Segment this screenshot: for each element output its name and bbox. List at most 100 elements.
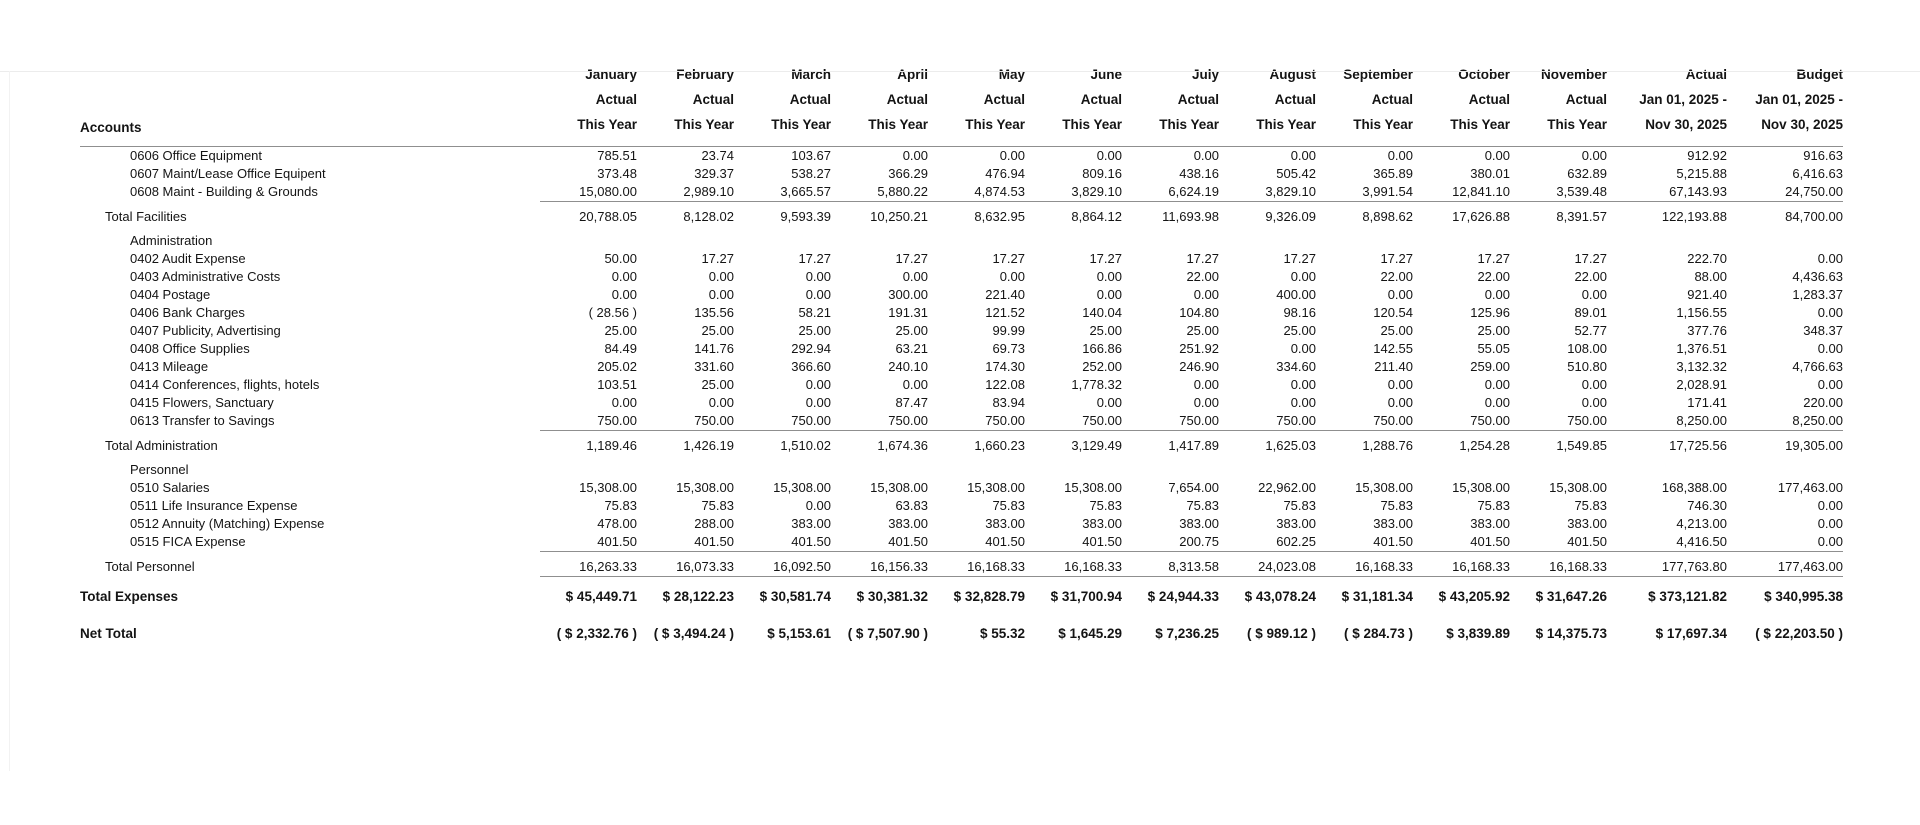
row-value: ( $ 3,494.24 ) (653, 626, 734, 641)
column-header-line: This Year (577, 117, 637, 132)
row-value: 1,674.36 (831, 430, 928, 455)
row-value: 0.00 (805, 498, 831, 513)
row-value: 75.83 (1186, 498, 1219, 513)
row-value: 222.70 (1687, 251, 1727, 266)
row-label: 0607 Maint/Lease Office Equipent (130, 166, 326, 181)
row-value: 401.50 (1567, 534, 1607, 549)
row-label: Total Expenses (80, 588, 179, 604)
report-page: Accounts January Actual This Year February A… (0, 62, 1920, 825)
row-value: 288.00 (694, 516, 734, 531)
row-value: 300.00 (888, 287, 928, 302)
row-value: 25.00 (1380, 323, 1413, 338)
row-value: 380.01 (1470, 166, 1510, 181)
row-value: 0.00 (1484, 148, 1510, 163)
column-header-line: June (1090, 67, 1122, 82)
row-value: 0.00 (1817, 516, 1843, 531)
row-value: 0.00 (1290, 341, 1316, 356)
row-value: 87.47 (895, 395, 928, 410)
row-value: 602.25 (1276, 534, 1316, 549)
row-value: 383.00 (1082, 516, 1122, 531)
budget-vs-actual-report-table: Accounts January Actual This Year February A… (80, 62, 1843, 643)
row-value: 0.00 (805, 395, 831, 410)
column-header-line: Nov 30, 2025 (1761, 117, 1843, 132)
row-value: 3,829.10 (1071, 184, 1122, 199)
row-value: 22,962.00 (1258, 480, 1316, 495)
row-value: 0.00 (611, 269, 637, 284)
row-value: 191.31 (888, 305, 928, 320)
row-value: 0.00 (1387, 395, 1413, 410)
row-value: 0.00 (1581, 395, 1607, 410)
row-value: 25.00 (604, 323, 637, 338)
row-value: 22.00 (1477, 269, 1510, 284)
row-value: 8,250.00 (1792, 413, 1843, 428)
row-value: 750.00 (1567, 413, 1607, 428)
row-label: 0414 Conferences, flights, hotels (130, 377, 320, 392)
column-header-august: August Actual This Year (1219, 62, 1316, 147)
row-value: 383.00 (1373, 516, 1413, 531)
section-header-row: Administration (80, 226, 1843, 250)
row-value: $ 3,839.89 (1446, 626, 1510, 641)
row-value: 108.00 (1567, 341, 1607, 356)
row-value: 15,308.00 (1549, 480, 1607, 495)
row-value: 8,632.95 (928, 201, 1025, 226)
row-value: 25.00 (798, 323, 831, 338)
row-value: 1,426.19 (637, 430, 734, 455)
row-value: 912.92 (1687, 148, 1727, 163)
row-value: 0.00 (708, 287, 734, 302)
row-value: $ 31,181.34 (1316, 576, 1413, 606)
row-value: 0.00 (1290, 269, 1316, 284)
row-label: Personnel (130, 462, 189, 477)
account-row: 0606 Office Equipment 785.51 23.74 103.67 0.… (80, 147, 1843, 166)
row-value: 0.00 (902, 148, 928, 163)
column-header-line: October (1458, 67, 1510, 82)
row-value: 750.00 (791, 413, 831, 428)
column-header-line: Budget (1796, 67, 1844, 82)
row-label: 0606 Office Equipment (130, 148, 263, 163)
row-label: 0415 Flowers, Sanctuary (130, 395, 274, 410)
row-value: 17.27 (701, 251, 734, 266)
column-header-line: November (1540, 67, 1607, 82)
column-header-june: June Actual This Year (1025, 62, 1122, 147)
row-value: 505.42 (1276, 166, 1316, 181)
row-value: 55.05 (1477, 341, 1510, 356)
row-value: 292.94 (791, 341, 831, 356)
row-value: 25.00 (895, 323, 928, 338)
row-value: 383.00 (1179, 516, 1219, 531)
row-value: 7,654.00 (1168, 480, 1219, 495)
row-value: 19,305.00 (1727, 430, 1843, 455)
row-value: 16,168.33 (1316, 551, 1413, 577)
row-value: 120.54 (1373, 305, 1413, 320)
row-value: 1,376.51 (1676, 341, 1727, 356)
row-value: 0.00 (1817, 341, 1843, 356)
row-value: 200.75 (1179, 534, 1219, 549)
row-label: Total Personnel (105, 559, 195, 574)
row-value: ( $ 2,332.76 ) (556, 626, 637, 641)
column-header-line: This Year (868, 117, 928, 132)
row-value: 366.29 (888, 166, 928, 181)
row-value: 373.48 (597, 166, 637, 181)
row-value: 5,215.88 (1676, 166, 1727, 181)
row-value: 16,168.33 (928, 551, 1025, 577)
row-value: 1,156.55 (1676, 305, 1727, 320)
column-header-march: March Actual This Year (734, 62, 831, 147)
row-value: 0.00 (1290, 377, 1316, 392)
row-value: 16,073.33 (637, 551, 734, 577)
row-value: 401.50 (597, 534, 637, 549)
column-header-line: March (791, 67, 831, 82)
row-value: 58.21 (798, 305, 831, 320)
total-row: Total Personnel 16,263.33 16,073.33 16,092.… (80, 551, 1843, 577)
row-value: 8,864.12 (1025, 201, 1122, 226)
column-header-line: Actual (983, 92, 1025, 107)
row-value: 15,308.00 (1355, 480, 1413, 495)
row-value: 3,991.54 (1362, 184, 1413, 199)
row-value: 348.37 (1803, 323, 1843, 338)
row-value: 329.37 (694, 166, 734, 181)
column-header-line: July (1191, 67, 1219, 82)
row-value: 25.00 (1283, 323, 1316, 338)
row-value: ( $ 284.73 ) (1343, 626, 1413, 641)
row-value: 22.00 (1380, 269, 1413, 284)
row-value: 0.00 (805, 269, 831, 284)
row-value: 10,250.21 (831, 201, 928, 226)
row-value: 17.27 (1089, 251, 1122, 266)
row-value: 0.00 (1817, 377, 1843, 392)
